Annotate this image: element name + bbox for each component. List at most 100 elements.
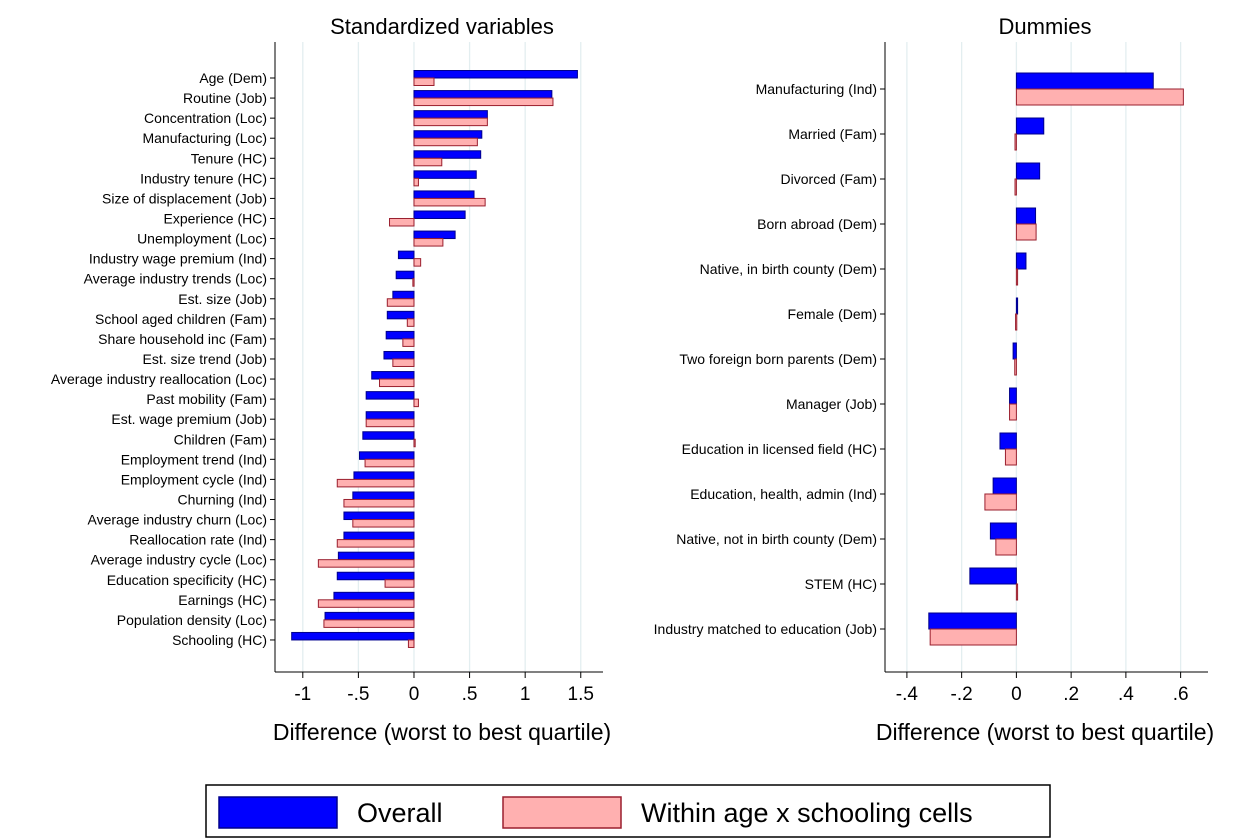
legend: Overall Within age x schooling cells bbox=[205, 784, 1051, 838]
bar-within-children-fam bbox=[413, 438, 416, 448]
legend-swatch-overall bbox=[218, 796, 338, 829]
panel-dummies: Dummies -.4 -.2 0 .2 .4 .6 Manufacturing (Ind… bbox=[654, 14, 1215, 745]
category-label-tenure-hc: Tenure (HC) bbox=[191, 150, 267, 166]
panel-title-dummies: Dummies bbox=[999, 14, 1092, 39]
category-label-industry-matched-to-education-job: Industry matched to education (Job) bbox=[654, 621, 877, 637]
bar-within-concentration-loc bbox=[413, 117, 488, 127]
bar-within-population-density-loc bbox=[323, 619, 415, 628]
category-label-size-of-displacement-job: Size of displacement (Job) bbox=[102, 190, 267, 206]
bar-within-employment-cycle-ind bbox=[336, 478, 415, 488]
bar-overall-native-not-in-birth-county-dem bbox=[989, 522, 1017, 540]
category-label-industry-tenure-hc: Industry tenure (HC) bbox=[140, 170, 267, 186]
category-label-past-mobility-fam: Past mobility (Fam) bbox=[146, 391, 267, 407]
x-tick-label: -.5 bbox=[347, 684, 369, 705]
legend-label-overall: Overall bbox=[357, 798, 443, 828]
category-label-education-health-admin-ind: Education, health, admin (Ind) bbox=[690, 486, 877, 502]
bar-overall-age-dem bbox=[413, 70, 578, 79]
bar-overall-female-dem bbox=[1015, 297, 1019, 315]
bar-overall-population-density-loc bbox=[324, 611, 415, 621]
bar-overall-manager-job bbox=[1009, 387, 1017, 405]
bar-within-size-of-displacement-job bbox=[413, 197, 486, 207]
category-label-average-industry-cycle-loc: Average industry cycle (Loc) bbox=[91, 552, 267, 568]
category-label-est-size-trend-job: Est. size trend (Job) bbox=[143, 351, 268, 367]
category-label-est-wage-premium-job: Est. wage premium (Job) bbox=[111, 411, 267, 427]
bar-overall-industry-matched-to-education-job bbox=[928, 612, 1017, 630]
bar-within-churning-ind bbox=[343, 498, 415, 508]
bar-overall-est-size-trend-job bbox=[383, 350, 415, 360]
bar-overall-earnings-hc bbox=[333, 591, 415, 601]
bar-overall-routine-job bbox=[413, 90, 553, 99]
category-label-experience-hc: Experience (HC) bbox=[164, 210, 267, 226]
category-label-employment-trend-ind: Employment trend (Ind) bbox=[121, 451, 267, 467]
bar-within-earnings-hc bbox=[317, 599, 415, 608]
category-label-average-industry-trends-loc: Average industry trends (Loc) bbox=[84, 271, 267, 287]
bar-within-native-not-in-birth-county-dem bbox=[995, 538, 1017, 556]
bar-within-average-industry-cycle-loc bbox=[317, 559, 415, 568]
bar-overall-children-fam bbox=[362, 431, 415, 440]
x-tick-label: .2 bbox=[1063, 684, 1079, 705]
legend-box bbox=[205, 784, 1051, 838]
x-axis-title-dummies: Difference (worst to best quartile) bbox=[876, 719, 1214, 745]
bar-overall-average-industry-reallocation-loc bbox=[371, 371, 415, 380]
category-label-divorced-fam: Divorced (Fam) bbox=[781, 171, 877, 187]
bar-overall-average-industry-trends-loc bbox=[395, 270, 415, 280]
bar-overall-employment-trend-ind bbox=[359, 451, 415, 460]
category-label-concentration-loc: Concentration (Loc) bbox=[144, 110, 267, 126]
category-label-two-foreign-born-parents-dem: Two foreign born parents (Dem) bbox=[679, 351, 877, 367]
bar-overall-native-in-birth-county-dem bbox=[1015, 252, 1027, 270]
bar-overall-education-specificity-hc bbox=[336, 571, 415, 581]
category-label-industry-wage-premium-ind: Industry wage premium (Ind) bbox=[89, 251, 267, 267]
bar-within-average-industry-trends-loc bbox=[412, 278, 415, 287]
bar-within-industry-tenure-hc bbox=[413, 177, 419, 187]
bar-overall-born-abroad-dem bbox=[1015, 207, 1037, 225]
bar-overall-manufacturing-ind bbox=[1015, 72, 1154, 90]
bar-overall-industry-wage-premium-ind bbox=[397, 250, 415, 260]
bar-overall-share-household-inc-fam bbox=[385, 330, 415, 340]
bar-within-est-size-trend-job bbox=[392, 358, 415, 367]
bar-overall-stem-hc bbox=[969, 567, 1017, 585]
bar-overall-tenure-hc bbox=[413, 150, 482, 159]
category-label-native-in-birth-county-dem: Native, in birth county (Dem) bbox=[700, 261, 877, 277]
bar-overall-average-industry-cycle-loc bbox=[337, 551, 415, 561]
bar-overall-school-aged-children-fam bbox=[386, 310, 415, 320]
category-label-female-dem: Female (Dem) bbox=[788, 306, 877, 322]
x-axis-title-standardized: Difference (worst to best quartile) bbox=[273, 719, 611, 745]
bar-within-school-aged-children-fam bbox=[406, 318, 415, 327]
bar-overall-size-of-displacement-job bbox=[413, 190, 475, 199]
bar-within-born-abroad-dem bbox=[1015, 223, 1037, 241]
category-label-school-aged-children-fam: School aged children (Fam) bbox=[95, 311, 267, 327]
bar-overall-past-mobility-fam bbox=[365, 391, 415, 400]
bar-overall-churning-ind bbox=[352, 491, 415, 500]
category-label-est-size-job: Est. size (Job) bbox=[178, 291, 267, 307]
bar-overall-two-foreign-born-parents-dem bbox=[1012, 342, 1017, 360]
category-label-average-industry-reallocation-loc: Average industry reallocation (Loc) bbox=[51, 371, 267, 387]
category-label-average-industry-churn-loc: Average industry churn (Loc) bbox=[88, 512, 268, 528]
x-tick-label: -.2 bbox=[951, 684, 973, 705]
bar-overall-reallocation-rate-ind bbox=[343, 531, 415, 541]
bar-within-experience-hc bbox=[389, 217, 415, 227]
bar-overall-experience-hc bbox=[413, 210, 466, 219]
x-tick-label: -.4 bbox=[896, 684, 919, 705]
bar-within-est-size-job bbox=[386, 298, 415, 307]
bar-overall-concentration-loc bbox=[413, 110, 488, 119]
category-label-share-household-inc-fam: Share household inc (Fam) bbox=[98, 331, 267, 347]
bar-overall-education-health-admin-ind bbox=[992, 477, 1017, 495]
x-tick-label: .5 bbox=[462, 684, 478, 705]
bar-overall-schooling-hc bbox=[291, 631, 415, 641]
category-label-age-dem: Age (Dem) bbox=[199, 70, 267, 86]
bar-within-industry-wage-premium-ind bbox=[413, 258, 422, 267]
x-tick-label: 1.5 bbox=[568, 684, 594, 705]
bar-within-average-industry-churn-loc bbox=[352, 519, 415, 528]
x-tick-label: 0 bbox=[1011, 684, 1022, 705]
bar-overall-est-wage-premium-job bbox=[365, 411, 415, 420]
category-label-earnings-hc: Earnings (HC) bbox=[178, 592, 267, 608]
bar-within-routine-job bbox=[413, 97, 554, 107]
category-label-reallocation-rate-ind: Reallocation rate (Ind) bbox=[129, 532, 267, 548]
bar-within-age-dem bbox=[413, 77, 435, 86]
bar-within-employment-trend-ind bbox=[364, 458, 415, 468]
bar-within-married-fam bbox=[1014, 133, 1017, 151]
legend-label-within: Within age x schooling cells bbox=[641, 798, 973, 828]
bar-within-education-in-licensed-field-hc bbox=[1004, 448, 1017, 466]
x-tick-label: .6 bbox=[1173, 684, 1189, 705]
